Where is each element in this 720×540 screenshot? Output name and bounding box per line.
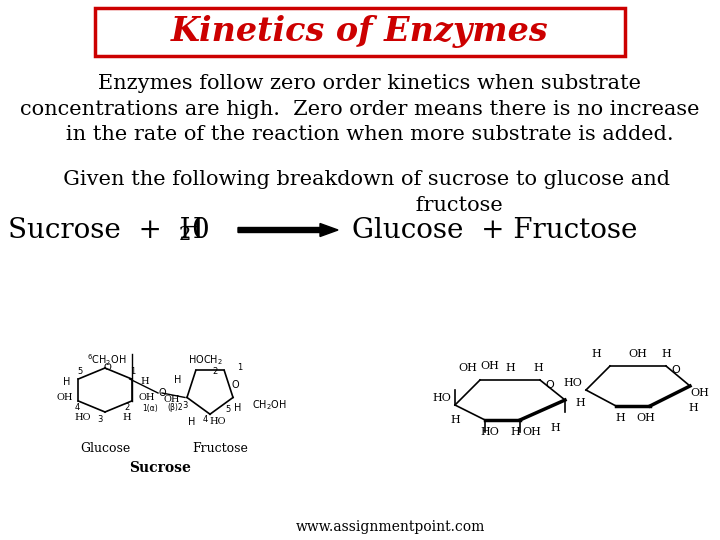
Text: CH$_2$OH: CH$_2$OH — [252, 398, 287, 412]
Text: H: H — [510, 427, 520, 437]
Text: H: H — [122, 414, 131, 422]
Text: HOCH$_2$: HOCH$_2$ — [188, 353, 222, 367]
Text: H: H — [140, 377, 149, 387]
Text: H: H — [575, 398, 585, 408]
Text: O: O — [546, 380, 554, 390]
Text: O: O — [672, 365, 680, 375]
Text: HO: HO — [210, 417, 226, 427]
Text: Sucrose: Sucrose — [129, 461, 191, 475]
Text: H: H — [533, 363, 543, 373]
Text: 2: 2 — [212, 368, 217, 376]
Text: H: H — [661, 349, 671, 359]
Text: 5: 5 — [77, 368, 83, 376]
Text: 2: 2 — [179, 226, 192, 244]
Text: $^6$CH$_2$OH: $^6$CH$_2$OH — [87, 352, 127, 368]
Text: OH: OH — [480, 361, 500, 371]
Text: Glucose: Glucose — [80, 442, 130, 455]
Text: OH: OH — [163, 395, 180, 404]
Text: OH: OH — [690, 388, 709, 398]
Text: 4: 4 — [74, 403, 80, 413]
Text: 2: 2 — [125, 403, 130, 413]
Text: Enzymes follow zero order kinetics when substrate
concentrations are high.  Zero: Enzymes follow zero order kinetics when … — [20, 74, 700, 145]
Text: H: H — [591, 349, 601, 359]
Text: HO: HO — [480, 427, 500, 437]
Text: H: H — [189, 417, 196, 427]
Text: H: H — [550, 423, 560, 433]
Text: H: H — [505, 363, 515, 373]
Text: 1: 1 — [238, 363, 243, 373]
Text: www.assignmentpoint.com: www.assignmentpoint.com — [295, 520, 485, 534]
Text: OH: OH — [629, 349, 647, 359]
Text: O: O — [231, 380, 239, 390]
Text: Glucose  + Fructose: Glucose + Fructose — [352, 217, 637, 244]
Text: OH: OH — [636, 413, 655, 423]
Text: 5: 5 — [225, 406, 230, 415]
Text: H: H — [688, 403, 698, 413]
FancyArrow shape — [238, 224, 338, 237]
Text: H: H — [234, 403, 242, 413]
Bar — [95, 8, 625, 56]
Text: (β)2: (β)2 — [167, 403, 183, 413]
Text: 3: 3 — [97, 415, 103, 424]
Text: H: H — [63, 377, 71, 387]
Text: 4: 4 — [202, 415, 207, 424]
Text: H: H — [615, 413, 625, 423]
Text: H: H — [174, 375, 181, 385]
Text: Given the following breakdown of sucrose to glucose and
                        : Given the following breakdown of sucrose… — [50, 170, 670, 215]
Text: Sucrose  +  H: Sucrose + H — [8, 217, 204, 244]
Text: O: O — [158, 388, 166, 398]
Text: 1(α): 1(α) — [142, 403, 158, 413]
Text: 0: 0 — [191, 217, 209, 244]
Text: Kinetics of Enzymes: Kinetics of Enzymes — [171, 16, 549, 49]
Text: OH: OH — [459, 363, 477, 373]
Text: OH: OH — [57, 394, 73, 402]
Text: 3: 3 — [182, 401, 188, 409]
Text: H: H — [450, 415, 460, 425]
Text: OH: OH — [523, 427, 541, 437]
Text: 1: 1 — [130, 368, 135, 376]
Text: HO: HO — [75, 414, 91, 422]
Text: O: O — [103, 363, 111, 373]
Text: HO: HO — [433, 393, 451, 403]
Text: OH: OH — [139, 394, 156, 402]
Text: Fructose: Fructose — [192, 442, 248, 455]
Text: HO: HO — [564, 378, 582, 388]
